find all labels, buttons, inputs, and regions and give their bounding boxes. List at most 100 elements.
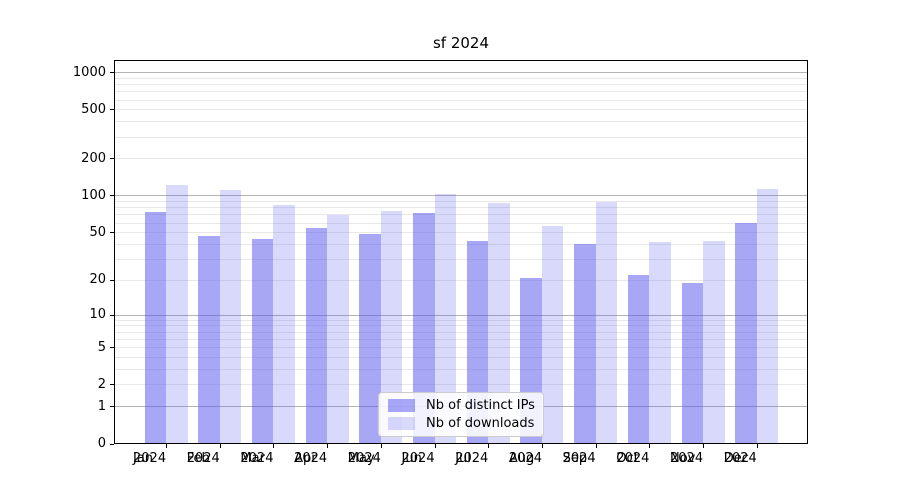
gridline-minor (114, 232, 808, 234)
x-tick-year: 2024 (455, 451, 489, 466)
gridline-minor (114, 319, 808, 321)
bar-distinct-ips-may (359, 233, 381, 444)
x-tick-year: 2024 (347, 451, 381, 466)
x-tick-mark (327, 444, 329, 448)
x-tick-mark (488, 444, 490, 448)
x-tick-month: Oct (616, 451, 639, 466)
x-tick-year: 2024 (508, 451, 542, 466)
bar-downloads-jun (434, 193, 456, 444)
y-tick-label: 0 (97, 436, 106, 451)
x-tick-mark (380, 444, 382, 448)
bar-downloads-jan (166, 185, 188, 444)
gridline-major (114, 195, 808, 197)
y-tick-label: 10 (89, 307, 106, 323)
x-tick-mark (756, 444, 758, 448)
gridline-minor (114, 84, 808, 86)
gridline-minor (114, 77, 808, 79)
gridline-minor (114, 279, 808, 281)
x-tick-year: 2024 (562, 451, 596, 466)
legend-label-downloads: Nb of downloads (426, 415, 535, 431)
bar-downloads-aug (541, 225, 564, 444)
gridline-minor (114, 121, 808, 123)
x-tick-month: Jul (455, 451, 471, 466)
gridline-minor (114, 207, 808, 209)
y-tick-label: 200 (81, 150, 106, 166)
gridline-minor (114, 368, 808, 370)
legend-swatch-distinct-ips (388, 399, 415, 413)
y-tick-mark (110, 195, 114, 197)
gridline-major (114, 314, 808, 316)
bar-downloads-apr (327, 214, 349, 444)
x-tick-mark (166, 444, 167, 448)
bar-downloads-mar (273, 205, 295, 444)
gridline-minor (114, 158, 808, 160)
bar-downloads-oct (649, 241, 671, 444)
x-tick-month: Jun (401, 451, 422, 466)
x-tick-year: 2024 (401, 451, 435, 466)
x-tick-mark (434, 444, 436, 448)
gridline-minor (114, 136, 808, 138)
bar-distinct-ips-feb (198, 235, 220, 444)
y-tick-label: 20 (89, 272, 106, 288)
y-tick-label: 1000 (72, 64, 106, 80)
x-tick-mark (541, 444, 543, 448)
y-tick-label: 1 (97, 398, 106, 414)
legend-swatch-downloads (388, 416, 415, 430)
bar-distinct-ips-oct (627, 275, 650, 444)
x-tick-month: May (347, 451, 375, 466)
x-tick-month: Apr (294, 451, 317, 466)
y-tick-mark (110, 406, 114, 408)
y-tick-label: 100 (81, 187, 106, 203)
bar-distinct-ips-mar (251, 239, 274, 444)
bar-distinct-ips-dec (735, 223, 757, 444)
x-tick-month: Nov (670, 451, 696, 466)
x-tick-month: Sep (562, 451, 588, 466)
y-tick-mark (110, 314, 114, 316)
x-tick-year: 2024 (616, 451, 650, 466)
y-tick-label: 50 (89, 224, 106, 240)
bar-distinct-ips-sep (574, 244, 596, 444)
gridline-minor (114, 356, 808, 358)
gridline-minor (114, 347, 808, 349)
y-tick-mark (110, 347, 114, 349)
gridline-minor (114, 243, 808, 245)
x-tick-month: Aug (508, 451, 535, 466)
bar-distinct-ips-jun (413, 213, 435, 444)
x-tick-month: Feb (186, 451, 210, 466)
bar-distinct-ips-apr (305, 227, 328, 444)
x-tick-year: 2024 (240, 451, 274, 466)
x-tick-year: 2024 (723, 451, 757, 466)
x-tick-mark (595, 444, 597, 448)
legend-item-downloads: Nb of downloads (388, 416, 534, 431)
gridline-minor (114, 214, 808, 216)
x-tick-year: 2024 (294, 451, 328, 466)
gridline-minor (114, 384, 808, 386)
legend-label-distinct-ips: Nb of distinct IPs (426, 398, 535, 414)
y-tick-mark (110, 109, 114, 111)
y-tick-mark (110, 158, 114, 160)
legend: Nb of distinct IPs Nb of downloads (378, 392, 544, 437)
y-tick-label: 500 (81, 101, 106, 117)
gridline-minor (114, 331, 808, 333)
y-tick-label: 5 (97, 339, 106, 355)
gridline-minor (114, 201, 808, 203)
x-tick-month: Dec (723, 451, 749, 466)
x-tick-month: Mar (240, 451, 265, 466)
bar-downloads-may (380, 211, 403, 444)
x-tick-year: 2024 (133, 451, 167, 466)
x-tick-mark (219, 444, 221, 448)
gridline-minor (114, 109, 808, 111)
chart-title: sf 2024 (432, 34, 490, 52)
y-tick-label: 2 (97, 376, 106, 392)
bar-distinct-ips-jan (144, 211, 166, 444)
x-tick-mark (649, 444, 651, 448)
bar-downloads-dec (756, 188, 779, 444)
y-tick-mark (110, 72, 114, 74)
bar-downloads-nov (703, 240, 725, 444)
y-tick-mark (110, 443, 114, 445)
gridline-minor (114, 99, 808, 101)
x-tick-month: Jan (133, 451, 154, 466)
bar-distinct-ips-nov (681, 282, 703, 444)
gridline-minor (114, 222, 808, 224)
